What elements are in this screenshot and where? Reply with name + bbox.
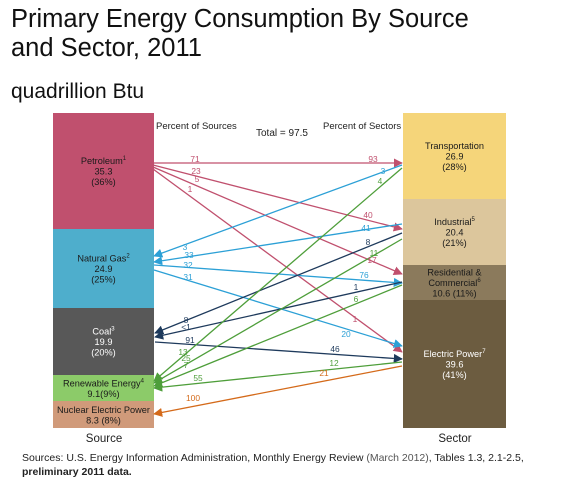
flow-renewable-energy-to-residential-commercial-pct-of-sector: 6 [354,294,359,304]
sector-transportation-line-2: 26.9 [446,152,464,162]
header-percent-of-sources: Percent of Sources [156,121,237,132]
sector-transportation-line-1: Transportation [425,141,484,151]
header-total: Total = 97.5 [256,128,308,139]
flow-renewable-energy-to-transportation-pct-of-source: 13 [178,347,188,357]
flow-coal-to-residential-commercial [154,281,403,340]
flow-coal-to-industrial [154,232,403,335]
flow-nuclear-electric-power-to-electric-power-pct-of-sector: 21 [319,368,329,378]
flow-renewable-energy-to-industrial-pct-of-source: 25 [181,353,191,363]
chart-title-line-1: Primary Energy Consumption By Source [11,5,469,33]
source-petroleum-name: Petroleum1 [81,156,127,166]
flow-natural-gas-to-electric-power-pct-of-sector: 20 [341,329,351,339]
flow-renewable-energy-to-electric-power [153,361,403,392]
flow-natural-gas-to-transportation [153,164,403,258]
footnote-bold: preliminary 2011 data. [22,466,132,478]
source-coal-value: 19.9 [95,337,113,347]
flow-natural-gas-to-transportation-pct-of-source: 3 [183,242,188,252]
footnote-date: (March 2012) [366,452,429,464]
flow-petroleum-to-industrial-pct-of-source: 23 [191,166,201,176]
flow-petroleum-to-industrial-pct-of-sector: 40 [363,210,373,220]
flow-petroleum-to-electric-power-pct-of-source: 1 [188,184,193,194]
sector-electric-power-line-3: (41%) [442,370,467,380]
chart-title-line-2: and Sector, 2011 [11,34,202,62]
flow-petroleum-to-industrial [152,164,403,232]
source-coal-name: Coal3 [92,327,115,337]
flow-renewable-energy-to-electric-power-pct-of-sector: 12 [329,358,339,368]
flow-coal-to-industrial-pct-of-sector: 8 [366,237,371,247]
sector-residential-commercial-line-1: Residential & [427,268,481,278]
footer-source-label: Source [86,433,122,445]
sector-electric-power-line-1: Electric Power7 [423,349,486,359]
source-renewable-energy-value: 9.1(9%) [87,389,119,399]
flow-natural-gas-to-electric-power [153,269,403,348]
flow-nuclear-electric-power-to-electric-power [153,365,403,417]
header-percent-of-sectors: Percent of Sectors [323,121,401,132]
flow-petroleum-to-residential-commercial [152,166,403,275]
flow-coal-to-electric-power-pct-of-sector: 46 [330,344,340,354]
sector-industrial-line-3: (21%) [442,238,467,248]
flow-renewable-energy-to-electric-power-pct-of-source: 55 [193,373,203,383]
source-footnote: Sources: U.S. Energy Information Adminis… [22,451,582,479]
source-petroleum-value: 35.3 [95,167,113,177]
flow-petroleum-to-residential-commercial-pct-of-source: 5 [195,174,200,184]
flow-renewable-energy-to-industrial-pct-of-sector: 11 [370,248,379,258]
sector-electric-power-line-2: 39.6 [446,360,464,370]
flow-natural-gas-to-residential-commercial-pct-of-sector: 76 [359,270,369,280]
flow-renewable-energy-to-transportation [153,167,403,382]
flow-natural-gas-to-transportation-pct-of-sector: 3 [381,166,386,176]
flow-petroleum-to-transportation-pct-of-source: 71 [190,154,200,164]
source-petroleum-pct: (36%) [91,177,116,187]
flow-natural-gas-to-industrial-pct-of-source: 33 [184,250,194,260]
source-renewable-energy-name: Renewable Energy4 [63,378,145,388]
flow-coal-to-residential-commercial-pct-of-sector: 1 [354,282,359,292]
source-nuclear-electric-power-value: 8.3 (8%) [86,415,121,425]
flow-petroleum-to-electric-power-pct-of-sector: 1 [353,314,358,324]
flow-coal-to-electric-power-pct-of-source: 91 [185,335,195,345]
flow-petroleum-to-residential-commercial-pct-of-sector: 17 [367,255,377,265]
chart-title: Primary Energy Consumption By Source and… [11,5,581,63]
source-nuclear-electric-power-name: Nuclear Electric Power [57,405,150,415]
flow-coal-to-industrial-pct-of-source: 8 [184,315,189,325]
flow-natural-gas-to-residential-commercial-pct-of-source: 32 [183,260,193,270]
flow-renewable-energy-to-residential-commercial [153,284,403,388]
flow-natural-gas-to-industrial-pct-of-sector: 41 [361,223,371,233]
flow-renewable-energy-to-residential-commercial-pct-of-source: 7 [184,360,189,370]
sector-transportation-line-3: (28%) [442,162,467,172]
chart-units: quadrillion Btu [11,80,145,103]
sector-residential-commercial-line-3: 10.6 (11%) [432,289,476,299]
sector-industrial-line-2: 20.4 [446,228,464,238]
source-coal-pct: (20%) [91,348,116,358]
flow-renewable-energy-to-transportation-pct-of-sector: 4 [378,176,383,186]
flow-petroleum-to-electric-power [152,168,403,353]
flow-natural-gas-to-electric-power-pct-of-source: 31 [183,272,193,282]
source-natural-gas-value: 24.9 [95,264,113,274]
sector-industrial-line-1: Industrial5 [434,217,475,227]
source-natural-gas-name: Natural Gas2 [77,254,130,264]
flow-petroleum-to-transportation-pct-of-sector: 93 [368,154,378,164]
footnote-prefix: Sources: U.S. Energy Information Adminis… [22,452,364,464]
footnote-tables: , Tables 1.3, 2.1-2.5, [428,452,524,464]
flow-coal-to-residential-commercial-pct-of-source: <1 [181,322,191,332]
source-natural-gas-pct: (25%) [91,275,116,285]
flow-nuclear-electric-power-to-electric-power-pct-of-source: 100 [186,393,200,403]
flow-natural-gas-to-industrial [153,223,403,266]
sector-residential-commercial-line-2: Commercial6 [428,278,481,288]
flow-renewable-energy-to-industrial [153,238,403,384]
footer-sector-label: Sector [438,433,471,445]
